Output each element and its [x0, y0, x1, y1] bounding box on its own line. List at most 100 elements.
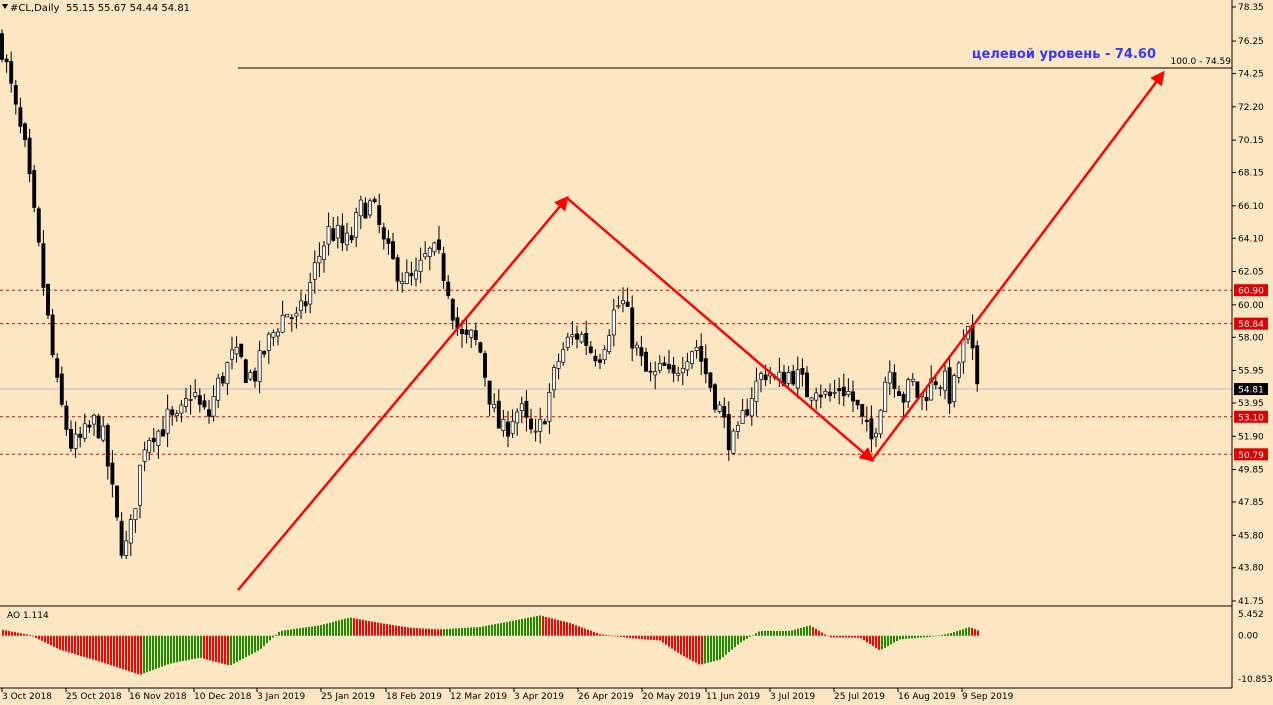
candle-body — [32, 170, 37, 208]
ao-bar — [263, 635, 265, 646]
candle — [239, 343, 244, 359]
ao-bar — [221, 635, 223, 664]
ao-bar — [182, 635, 184, 662]
ao-bar — [596, 633, 598, 636]
ao-bar — [749, 635, 751, 637]
ao-bar — [599, 634, 601, 636]
ao-bar — [590, 630, 592, 636]
candle-body — [929, 378, 934, 401]
candle — [184, 387, 188, 413]
candle — [391, 232, 395, 261]
candle — [837, 377, 842, 405]
candle-body — [837, 388, 842, 392]
ao-bar — [674, 635, 676, 651]
candle — [800, 358, 805, 387]
y-tick-label: 74.25 — [1238, 70, 1264, 80]
candle-body — [506, 421, 510, 437]
ao-bar — [956, 631, 958, 636]
ao-bar — [383, 623, 385, 636]
candle — [667, 350, 671, 374]
candle-body — [924, 396, 929, 401]
candle-body — [404, 272, 409, 284]
candle-body — [584, 333, 589, 346]
candle-body — [184, 398, 188, 407]
ao-bar — [77, 635, 79, 656]
candle-body — [533, 430, 538, 433]
ao-bar — [932, 635, 934, 637]
ao-bar — [17, 632, 19, 636]
candle — [823, 388, 828, 399]
candle-body — [432, 242, 437, 253]
candle-body — [128, 519, 133, 544]
ao-bar — [71, 635, 73, 654]
candle-body — [496, 400, 501, 429]
ao-bar — [686, 635, 688, 658]
candle-body — [869, 418, 874, 440]
ao-bar — [431, 628, 433, 636]
candle-body — [64, 405, 69, 430]
candle — [197, 388, 202, 413]
ao-bar — [746, 635, 748, 639]
ao-bar — [692, 635, 694, 662]
ao-bar — [617, 635, 619, 637]
ao-bar — [149, 635, 151, 672]
candle-body — [92, 414, 96, 425]
ao-bar — [950, 633, 952, 636]
ao-bar — [863, 635, 865, 641]
ao-bar — [23, 633, 25, 636]
ao-bar — [209, 635, 211, 661]
candle — [27, 128, 32, 183]
ao-bar — [881, 635, 883, 650]
ao-bar — [401, 626, 403, 636]
candle-body — [179, 404, 184, 414]
ao-bar — [614, 635, 616, 637]
candle — [538, 407, 543, 444]
ao-bar — [41, 635, 43, 641]
ao-bar — [227, 635, 229, 666]
candle — [906, 377, 911, 408]
ao-bar — [548, 617, 550, 636]
ao-bar — [254, 635, 256, 653]
ao-bar — [638, 635, 640, 639]
ao-bar — [257, 635, 259, 651]
candle — [731, 428, 736, 454]
ao-bar — [809, 625, 811, 636]
ao-bar — [458, 628, 460, 636]
candle — [312, 250, 317, 294]
ao-bar — [494, 624, 496, 636]
ao-bar — [608, 635, 610, 636]
candle — [598, 353, 602, 370]
candle-body — [492, 404, 497, 409]
ao-bar — [35, 635, 37, 638]
ao-bar — [560, 620, 562, 636]
ao-bar — [62, 635, 64, 651]
candle-body — [23, 123, 27, 141]
ao-bar — [359, 619, 361, 636]
candle-body — [662, 362, 667, 366]
candle — [878, 409, 883, 439]
ao-bar — [668, 635, 670, 647]
candle — [432, 241, 437, 256]
candle-body — [450, 298, 455, 321]
y-tick-label: 51.90 — [1238, 432, 1264, 442]
ao-axis-label: 5.452 — [1238, 610, 1264, 620]
ao-bar — [719, 635, 721, 660]
ao-bar — [767, 630, 769, 636]
candle-body — [165, 408, 170, 434]
ao-bar — [104, 635, 106, 664]
x-tick-label: 3 Apr 2019 — [514, 692, 564, 702]
ao-bar — [869, 635, 871, 645]
candle-body — [933, 381, 938, 386]
candle-body — [36, 208, 41, 243]
candle — [478, 341, 483, 354]
ao-bar — [314, 626, 316, 636]
candle — [892, 364, 897, 398]
candle-body — [713, 384, 717, 410]
candle — [253, 367, 257, 388]
ao-bar — [506, 621, 508, 636]
ao-bar — [413, 627, 415, 636]
candle — [593, 349, 598, 367]
dropdown-icon[interactable] — [2, 4, 8, 9]
ao-bar — [80, 635, 82, 656]
